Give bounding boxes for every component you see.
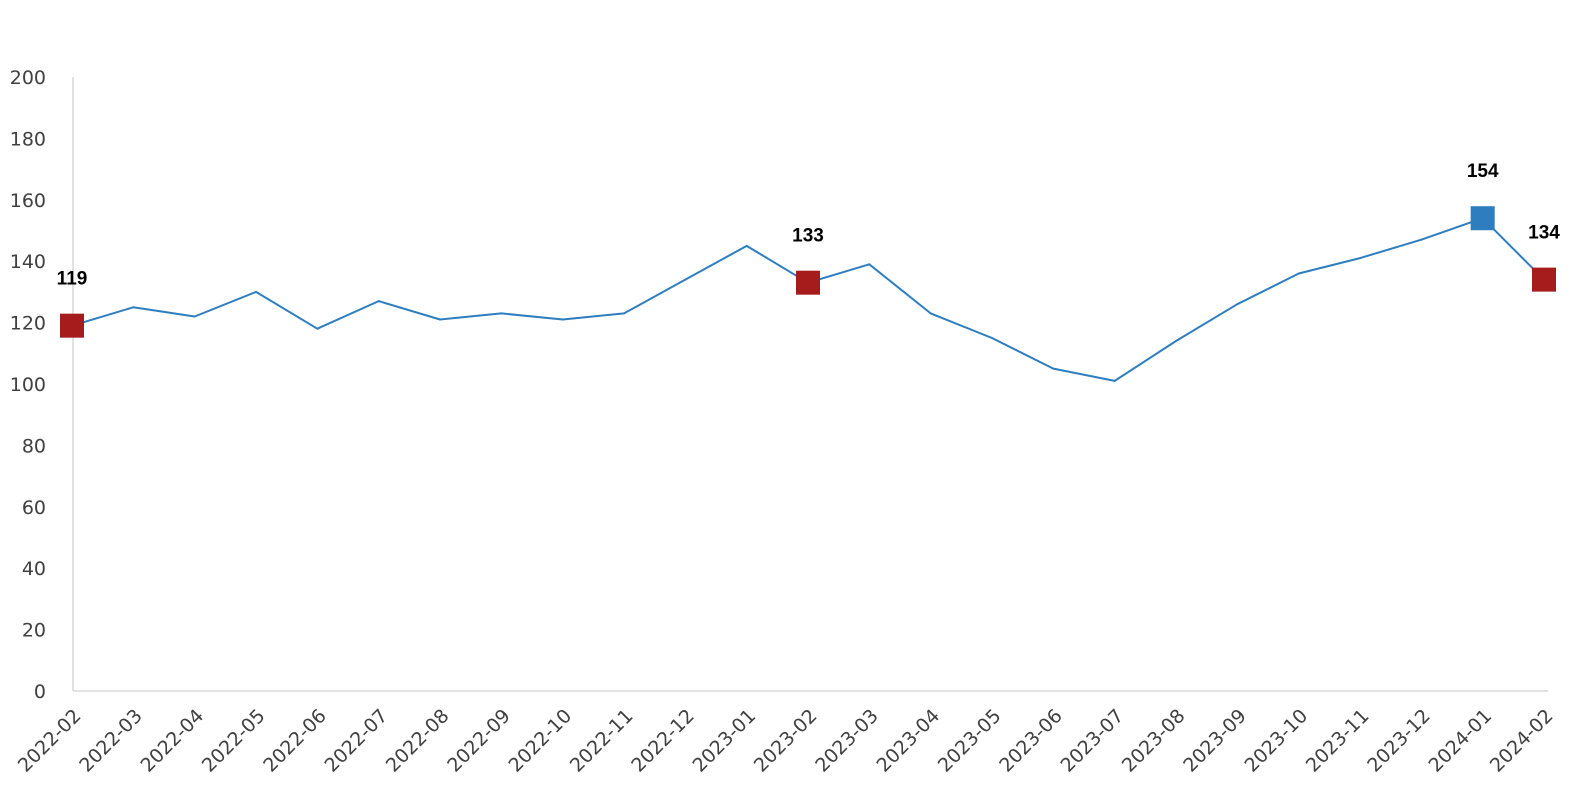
data-point (132, 306, 135, 309)
data-point (561, 318, 564, 321)
x-tick-label: 2023-03 (811, 705, 883, 777)
x-tick-label: 2022-10 (505, 705, 577, 777)
x-tick-label: 2022-08 (382, 705, 454, 777)
highlight-marker (1470, 206, 1495, 231)
highlight-marker (60, 313, 84, 338)
x-tick-label: 2023-04 (873, 705, 945, 777)
data-point (929, 312, 932, 315)
data-point (1359, 257, 1361, 260)
data-point (868, 263, 871, 266)
data-point (439, 318, 441, 321)
x-tick-label: 2023-06 (995, 705, 1067, 777)
data-point (745, 244, 748, 247)
data-point (991, 336, 993, 339)
y-tick-label: 40 (22, 558, 46, 580)
y-tick-label: 60 (22, 497, 46, 519)
data-label: 154 (1467, 161, 1499, 182)
x-tick-label: 2023-02 (750, 705, 822, 777)
x-tick-label: 2023-08 (1118, 705, 1190, 777)
y-tick-label: 0 (34, 681, 46, 703)
highlight-marker (796, 270, 820, 295)
y-tick-label: 80 (22, 435, 46, 457)
x-tick-label: 2023-01 (689, 705, 761, 777)
x-tick-label: 2023-11 (1302, 705, 1374, 777)
data-label: 133 (792, 226, 824, 247)
x-tick-label: 2024-01 (1425, 705, 1497, 777)
y-tick-label: 200 (10, 67, 46, 89)
data-point (1420, 238, 1423, 241)
data-point (1175, 340, 1177, 343)
data-point (684, 278, 687, 281)
x-tick-label: 2022-03 (75, 705, 147, 777)
data-point (623, 312, 625, 315)
x-tick-label: 2022-04 (137, 705, 209, 777)
x-tick-label: 2024-02 (1486, 705, 1558, 777)
y-tick-label: 160 (10, 190, 46, 212)
x-tick-label: 2023-05 (934, 705, 1006, 777)
y-axis: 0 20 40 60 80 100 120 140 160 180 200 (10, 67, 74, 703)
data-label: 134 (1528, 223, 1560, 244)
x-tick-label: 2022-12 (627, 705, 699, 777)
x-tick-label: 2022-07 (321, 705, 393, 777)
data-point (500, 312, 503, 315)
x-tick-label: 2022-09 (443, 705, 515, 777)
x-tick-label: 2023-07 (1057, 705, 1129, 777)
data-point (1236, 303, 1239, 306)
y-tick-label: 20 (22, 620, 46, 642)
data-point (316, 327, 319, 330)
x-tick-label: 2023-10 (1241, 705, 1313, 777)
data-point (1052, 367, 1055, 370)
data-point (255, 290, 257, 293)
x-tick-label: 2022-05 (198, 705, 270, 777)
x-tick-label: 2022-02 (14, 705, 86, 777)
x-tick-label: 2022-06 (259, 705, 331, 777)
x-tick-label: 2022-11 (566, 705, 638, 777)
y-tick-label: 140 (10, 251, 46, 273)
y-tick-label: 100 (10, 374, 46, 396)
x-tick-label: 2023-09 (1179, 705, 1251, 777)
data-point (193, 315, 196, 318)
y-tick-label: 180 (10, 128, 46, 150)
data-label: 119 (57, 269, 88, 290)
highlight-markers (60, 206, 1556, 338)
data-point (1113, 379, 1116, 382)
y-tick-label: 120 (10, 313, 46, 335)
data-point (377, 300, 380, 303)
x-tick-label: 2023-12 (1363, 705, 1435, 777)
data-labels: 119 133 154 134 (57, 161, 1561, 289)
highlight-marker (1532, 267, 1556, 292)
data-point (1297, 272, 1300, 275)
x-axis: 2022-022022-032022-042022-052022-062022-… (14, 690, 1558, 777)
